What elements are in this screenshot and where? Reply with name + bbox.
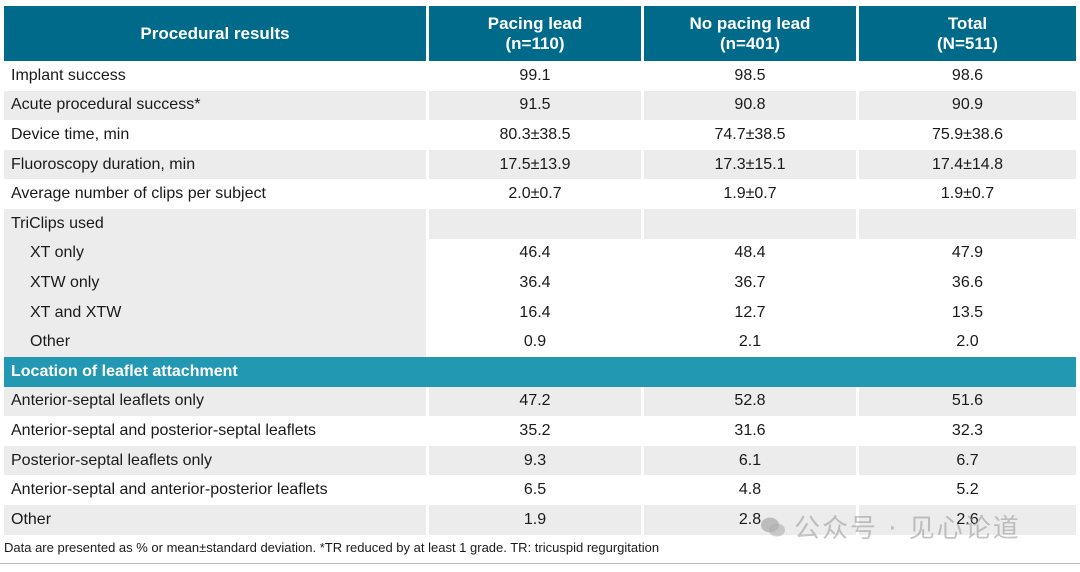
row-label: Posterior-septal leaflets only xyxy=(4,445,429,476)
table-footnote: Data are presented as % or mean±standard… xyxy=(4,540,660,555)
row-label: Acute procedural success* xyxy=(4,90,429,121)
header-no-pacing-lead-title: No pacing lead xyxy=(689,13,811,33)
table-row: Other 1.9 2.8 2.6 xyxy=(4,504,1076,535)
cell-pacing: 17.5±13.9 xyxy=(429,149,644,180)
cell-no-pacing: 98.5 xyxy=(644,61,859,91)
table-row: XT and XTW 16.4 12.7 13.5 xyxy=(4,297,1076,328)
cell-total: 36.6 xyxy=(859,268,1076,298)
cell-pacing xyxy=(429,208,644,239)
table-row: XT only 46.4 48.4 47.9 xyxy=(4,238,1076,269)
wechat-icon xyxy=(761,517,785,536)
bottom-rule xyxy=(0,563,1080,564)
cell-pacing: 36.4 xyxy=(429,268,644,298)
cell-no-pacing: 90.8 xyxy=(644,90,859,121)
watermark-text: 公众号 · 见心论道 xyxy=(794,514,1021,544)
row-label: Device time, min xyxy=(4,120,429,150)
cell-pacing: 47.2 xyxy=(429,386,644,417)
row-label: Implant success xyxy=(4,61,429,91)
cell-total: 47.9 xyxy=(859,238,1076,269)
cell-pacing: 9.3 xyxy=(429,445,644,476)
cell-pacing: 6.5 xyxy=(429,475,644,505)
cell-total: 1.9±0.7 xyxy=(859,179,1076,209)
row-label: Anterior-septal leaflets only xyxy=(4,386,429,417)
cell-no-pacing: 2.8 xyxy=(644,504,859,535)
cell-pacing: 91.5 xyxy=(429,90,644,121)
cell-total: 75.9±38.6 xyxy=(859,120,1076,150)
row-label: XT only xyxy=(4,238,429,269)
cell-total: 5.2 xyxy=(859,475,1076,505)
header-total-title: Total xyxy=(947,13,988,33)
cell-total: 17.4±14.8 xyxy=(859,149,1076,180)
table-row: Device time, min 80.3±38.5 74.7±38.5 75.… xyxy=(4,120,1076,150)
cell-no-pacing: 74.7±38.5 xyxy=(644,120,859,150)
table-row: Anterior-septal and anterior-posterior l… xyxy=(4,475,1076,505)
cell-pacing: 16.4 xyxy=(429,297,644,328)
cell-total: 98.6 xyxy=(859,61,1076,91)
header-row: Procedural results Pacing lead (n=110) N… xyxy=(4,6,1076,61)
cell-no-pacing: 17.3±15.1 xyxy=(644,149,859,180)
cell-no-pacing: 4.8 xyxy=(644,475,859,505)
table-row: XTW only 36.4 36.7 36.6 xyxy=(4,268,1076,298)
table-row: Average number of clips per subject 2.0±… xyxy=(4,179,1076,209)
cell-total: 32.3 xyxy=(859,416,1076,446)
table-row-group-label: TriClips used xyxy=(4,208,1076,239)
table-row: Posterior-septal leaflets only 9.3 6.1 6… xyxy=(4,445,1076,476)
row-label: TriClips used xyxy=(4,208,429,239)
header-pacing-lead-n: (n=110) xyxy=(505,33,565,53)
cell-total xyxy=(859,208,1076,239)
cell-total: 2.0 xyxy=(859,327,1076,357)
cell-total: 90.9 xyxy=(859,90,1076,121)
cell-no-pacing: 36.7 xyxy=(644,268,859,298)
cell-total: 13.5 xyxy=(859,297,1076,328)
cell-total: 6.7 xyxy=(859,445,1076,476)
watermark: 公众号 · 见心论道 xyxy=(760,508,1021,545)
cell-pacing: 1.9 xyxy=(429,504,644,535)
cell-no-pacing: 52.8 xyxy=(644,386,859,417)
table-row: Anterior-septal leaflets only 47.2 52.8 … xyxy=(4,386,1076,417)
header-pacing-lead: Pacing lead (n=110) xyxy=(429,6,644,61)
row-label: Fluoroscopy duration, min xyxy=(4,149,429,180)
cell-pacing: 0.9 xyxy=(429,327,644,357)
row-label: Other xyxy=(4,504,429,535)
cell-no-pacing: 48.4 xyxy=(644,238,859,269)
row-label: Anterior-septal and posterior-septal lea… xyxy=(4,416,429,446)
row-label: Other xyxy=(4,327,429,357)
cell-no-pacing: 6.1 xyxy=(644,445,859,476)
table-row: Implant success 99.1 98.5 98.6 xyxy=(4,61,1076,91)
procedural-results-table: Procedural results Pacing lead (n=110) N… xyxy=(4,6,1076,535)
cell-total: 51.6 xyxy=(859,386,1076,417)
cell-pacing: 35.2 xyxy=(429,416,644,446)
header-total: Total (N=511) xyxy=(859,6,1076,61)
cell-pacing: 46.4 xyxy=(429,238,644,269)
cell-pacing: 2.0±0.7 xyxy=(429,179,644,209)
table-row: Acute procedural success* 91.5 90.8 90.9 xyxy=(4,90,1076,121)
row-label: Average number of clips per subject xyxy=(4,179,429,209)
table-row: Other 0.9 2.1 2.0 xyxy=(4,327,1076,357)
cell-no-pacing: 2.1 xyxy=(644,327,859,357)
table-row: Anterior-septal and posterior-septal lea… xyxy=(4,416,1076,446)
header-total-n: (N=511) xyxy=(937,33,998,53)
header-no-pacing-lead: No pacing lead (n=401) xyxy=(644,6,859,61)
cell-no-pacing xyxy=(644,208,859,239)
cell-no-pacing: 1.9±0.7 xyxy=(644,179,859,209)
header-procedural-results: Procedural results xyxy=(4,6,429,61)
header-pacing-lead-title: Pacing lead xyxy=(487,13,583,33)
table-row: Fluoroscopy duration, min 17.5±13.9 17.3… xyxy=(4,149,1076,180)
cell-total: 2.6 xyxy=(859,504,1076,535)
cell-no-pacing: 31.6 xyxy=(644,416,859,446)
row-label: Anterior-septal and anterior-posterior l… xyxy=(4,475,429,505)
row-label: XTW only xyxy=(4,268,429,298)
header-no-pacing-lead-n: (n=401) xyxy=(720,33,780,53)
row-label: XT and XTW xyxy=(4,297,429,328)
cell-no-pacing: 12.7 xyxy=(644,297,859,328)
cell-pacing: 99.1 xyxy=(429,61,644,91)
section-title-leaflet-attachment: Location of leaflet attachment xyxy=(4,356,1076,387)
section-header-row: Location of leaflet attachment xyxy=(4,356,1076,387)
cell-pacing: 80.3±38.5 xyxy=(429,120,644,150)
